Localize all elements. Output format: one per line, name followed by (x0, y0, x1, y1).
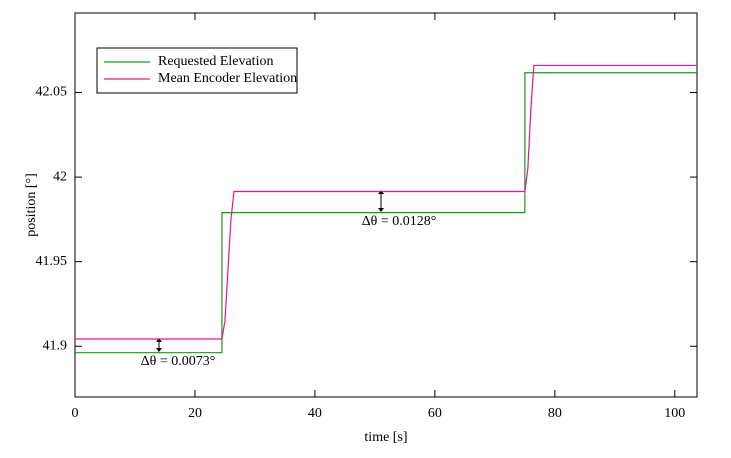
x-tick-label: 80 (548, 406, 562, 421)
x-tick-label: 40 (308, 406, 322, 421)
annotation: Δθ = 0.0073° (141, 354, 216, 369)
y-tick-label: 41.9 (43, 338, 68, 353)
x-tick-label: 20 (188, 406, 202, 421)
x-axis-label: time [s] (364, 430, 407, 445)
legend-label: Mean Encoder Elevation (158, 71, 297, 86)
x-tick-label: 60 (428, 406, 442, 421)
annotation: Δθ = 0.0128° (362, 214, 437, 229)
y-tick-label: 41.95 (36, 254, 68, 269)
x-tick-label: 100 (664, 406, 685, 421)
y-tick-label: 42 (53, 169, 67, 184)
x-tick-label: 0 (72, 406, 79, 421)
arrow (156, 190, 384, 352)
legend-box (96, 47, 298, 94)
line-series (75, 64, 697, 340)
legend-label: Requested Elevation (158, 54, 273, 69)
arrow-head (156, 338, 162, 352)
plot-frame (74, 12, 698, 398)
line-series (75, 72, 697, 354)
y-tick-label: 42.05 (36, 85, 68, 100)
y-axis-label: position [°] (24, 173, 39, 237)
